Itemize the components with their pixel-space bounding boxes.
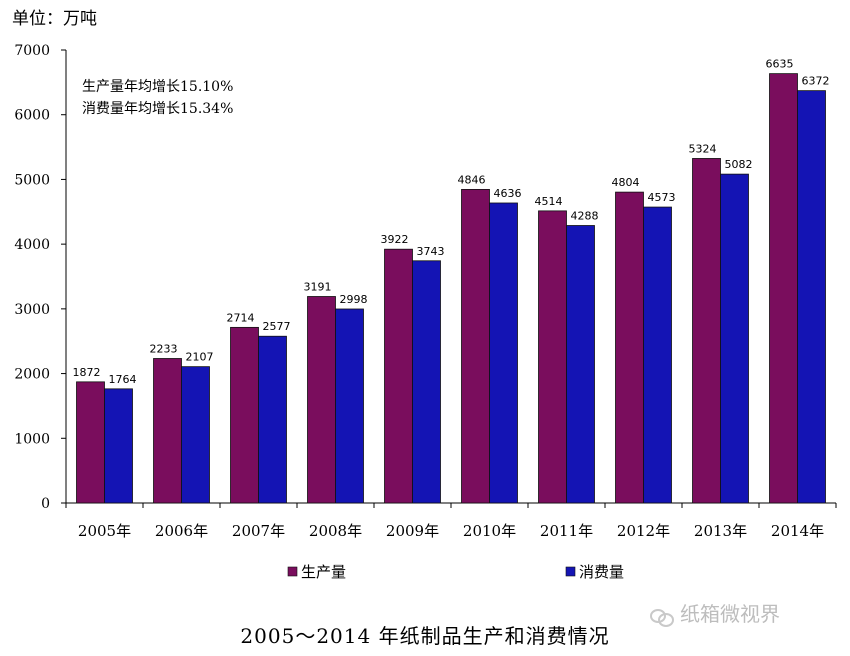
bar-consumption bbox=[489, 202, 518, 504]
data-label: 2714 bbox=[227, 311, 255, 324]
y-tick-label: 7000 bbox=[14, 43, 50, 59]
bar-production bbox=[153, 358, 182, 504]
data-label: 2233 bbox=[150, 342, 178, 355]
bar-production bbox=[384, 248, 413, 504]
watermark-text: 纸箱微视界 bbox=[680, 602, 780, 626]
data-label: 2107 bbox=[186, 351, 214, 364]
data-label: 3922 bbox=[381, 233, 409, 246]
bar-consumption bbox=[104, 388, 133, 504]
y-tick-label: 2000 bbox=[14, 367, 50, 383]
bar-consumption bbox=[720, 173, 749, 504]
x-tick-label: 2014年 bbox=[771, 522, 824, 540]
x-tick-label: 2008年 bbox=[309, 522, 362, 540]
x-tick-label: 2011年 bbox=[540, 522, 593, 540]
bar-production bbox=[230, 326, 259, 504]
bar-consumption bbox=[181, 366, 210, 504]
x-tick-label: 2006年 bbox=[155, 522, 208, 540]
bar-production bbox=[76, 381, 105, 504]
data-label: 1764 bbox=[109, 373, 137, 386]
bar-production bbox=[769, 73, 798, 504]
data-label: 3743 bbox=[417, 245, 445, 258]
y-tick-label: 4000 bbox=[14, 237, 50, 253]
x-tick-label: 2010年 bbox=[463, 522, 516, 540]
data-label: 4804 bbox=[612, 176, 640, 189]
consumption-growth-note: 消费量年均增长15.34% bbox=[82, 101, 234, 117]
data-label: 6635 bbox=[766, 58, 794, 71]
data-label: 1872 bbox=[73, 366, 101, 379]
legend-swatch-consumption bbox=[565, 566, 576, 577]
bar-consumption bbox=[258, 335, 287, 504]
y-tick-label: 0 bbox=[41, 496, 50, 512]
data-label: 3191 bbox=[304, 280, 332, 293]
bar-production bbox=[615, 191, 644, 504]
data-label: 2998 bbox=[340, 293, 368, 306]
bar-consumption bbox=[797, 90, 826, 504]
chart-title: 2005～2014 年纸制品生产和消费情况 bbox=[240, 624, 610, 648]
x-tick-label: 2005年 bbox=[78, 522, 131, 540]
bar-consumption bbox=[566, 225, 595, 504]
legend-label-production: 生产量 bbox=[301, 563, 346, 581]
data-label: 4846 bbox=[458, 173, 486, 186]
unit-label: 单位：万吨 bbox=[12, 9, 97, 29]
y-tick-label: 5000 bbox=[14, 172, 50, 188]
y-tick-label: 6000 bbox=[14, 108, 50, 124]
x-tick-label: 2009年 bbox=[386, 522, 439, 540]
bar-production bbox=[538, 210, 567, 504]
bar-production bbox=[461, 188, 490, 504]
data-label: 5082 bbox=[725, 158, 753, 171]
data-label: 5324 bbox=[689, 142, 717, 155]
x-tick-label: 2013年 bbox=[694, 522, 747, 540]
x-tick-label: 2007年 bbox=[232, 522, 285, 540]
bar-production bbox=[692, 158, 721, 504]
bar-consumption bbox=[335, 308, 364, 504]
data-label: 6372 bbox=[802, 75, 830, 88]
data-label: 4636 bbox=[494, 187, 522, 200]
bar-consumption bbox=[643, 206, 672, 504]
data-label: 4573 bbox=[648, 191, 676, 204]
production-growth-note: 生产量年均增长15.10% bbox=[82, 79, 234, 95]
legend-swatch-production bbox=[287, 566, 298, 577]
legend-label-consumption: 消费量 bbox=[579, 563, 624, 581]
bar-production bbox=[307, 296, 336, 504]
wechat-icon bbox=[650, 607, 676, 627]
data-label: 2577 bbox=[263, 320, 291, 333]
watermark: 纸箱微视界 bbox=[650, 598, 780, 627]
x-tick-label: 2012年 bbox=[617, 522, 670, 540]
data-label: 4514 bbox=[535, 195, 563, 208]
data-label: 4288 bbox=[571, 210, 599, 223]
bar-consumption bbox=[412, 260, 441, 504]
y-tick-label: 3000 bbox=[14, 302, 50, 318]
y-tick-label: 1000 bbox=[14, 431, 50, 447]
